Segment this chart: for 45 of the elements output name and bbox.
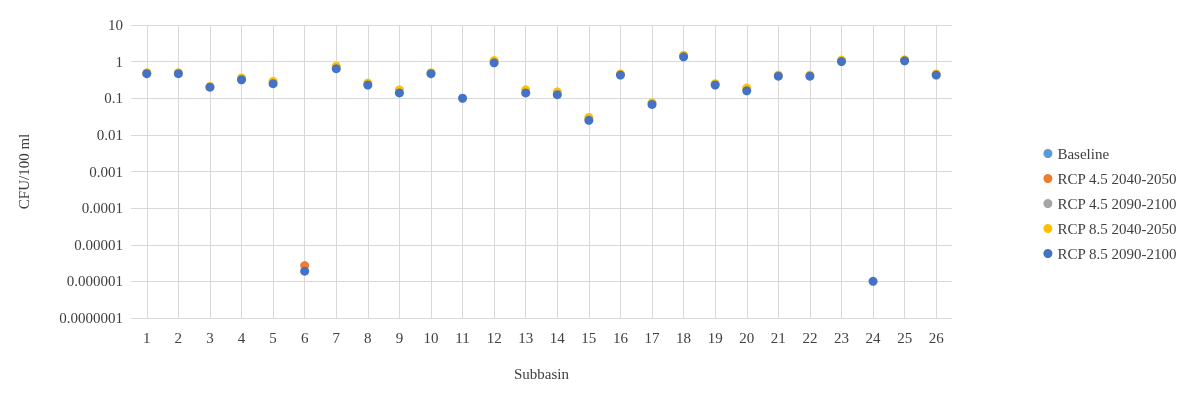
legend-label: RCP 4.5 2040-2050 [1057,170,1177,187]
legend-label: RCP 8.5 2040-2050 [1057,220,1177,237]
y-tick-label: 1 [115,53,123,70]
x-tick-label: 2 [174,329,183,346]
legend-label: RCP 4.5 2090-2100 [1057,195,1177,212]
y-tick-label: 0.1 [104,90,123,107]
x-tick-label: 11 [455,329,470,346]
x-axis-title: Subbasin [513,365,570,382]
y-tick-label: 0.01 [96,126,123,143]
x-tick-label: 17 [644,329,661,346]
x-tick-label: 14 [549,329,566,346]
legend-label: Baseline [1057,145,1110,162]
x-tick-label: 4 [237,329,246,346]
x-tick-label: 3 [206,329,214,346]
x-tick-label: 6 [300,329,309,346]
x-tick-label: 10 [423,329,439,346]
x-tick-label: 24 [865,329,882,346]
legend-label: RCP 8.5 2090-2100 [1057,245,1177,262]
x-tick-label: 5 [269,329,277,346]
x-tick-label: 15 [581,329,597,346]
x-tick-label: 21 [770,329,786,346]
point [300,266,310,276]
x-tick-label: 13 [518,329,534,346]
y-tick-label: 0.0000001 [59,310,123,326]
x-tick-label: 20 [739,329,755,346]
x-tick-label: 8 [364,329,372,346]
x-tick-label: 19 [707,329,723,346]
x-tick-label: 16 [612,329,629,346]
x-tick-label: 22 [802,329,818,346]
x-tick-label: 7 [332,329,341,346]
x-tick-label: 25 [897,329,913,346]
x-tick-label: 12 [486,329,502,346]
y-tick-label: 0.001 [89,163,123,180]
y-tick-label: 0.00001 [74,236,123,253]
point [868,276,878,286]
x-tick-label: 18 [676,329,692,346]
y-axis-title: CFU/100 ml [15,133,32,210]
x-tick-label: 26 [928,329,945,346]
y-tick-label: 0.000001 [66,273,123,290]
point [458,93,468,103]
y-tick-label: 10 [108,17,123,33]
y-tick-label: 0.0001 [81,200,123,217]
x-tick-label: 9 [395,329,404,346]
x-tick-label: 23 [833,329,849,346]
x-tick-label: 1 [143,329,151,346]
